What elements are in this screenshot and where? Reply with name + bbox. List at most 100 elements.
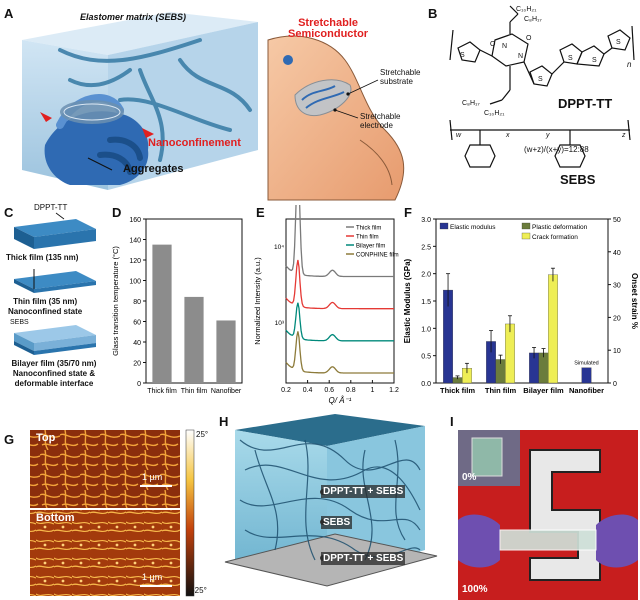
- dppt-tt-name: DPPT-TT: [558, 96, 613, 111]
- semiconductor-line1: Stretchable: [298, 17, 358, 29]
- plot-frame: [435, 218, 609, 384]
- y-axis-label: Elastic Modulus (GPa): [403, 258, 412, 343]
- series-line-bilayer-film: [285, 302, 394, 342]
- y-tick-label: 1.5: [421, 299, 431, 306]
- panel-label-g: G: [4, 432, 15, 447]
- y-tick-label: 0: [137, 381, 141, 388]
- series-line-thick-film: [285, 205, 394, 278]
- x-tick-label: Bilayer film: [523, 386, 564, 395]
- y-right-tick-label: 30: [613, 283, 621, 290]
- sub-c8h17-bottom: C₈H₁₇: [462, 100, 480, 107]
- finger-illustration: [267, 35, 405, 201]
- electrode-line2: electrode: [360, 121, 393, 130]
- plot-frame: [285, 218, 395, 384]
- x-tick-label: Nanofiber: [569, 386, 604, 395]
- s4: S: [592, 57, 597, 64]
- panel-a: A: [0, 0, 420, 205]
- strain-100-label: 100%: [462, 584, 488, 595]
- x-tick-label: 1: [370, 387, 374, 394]
- y-tick-label: 2.5: [421, 244, 431, 251]
- legend-swatch: [521, 232, 531, 240]
- dppt-tt-structure: [449, 5, 635, 105]
- legend-label: Plastic deformation: [532, 224, 588, 231]
- x-tick-label: Nanofiber: [211, 388, 242, 395]
- n-repeat-label: n: [627, 60, 632, 69]
- substrate-line1: Stretchable: [380, 68, 421, 77]
- y-tick-label: 140: [129, 238, 141, 245]
- sub-c10h21-top: C₁₀H₂₁: [516, 6, 537, 13]
- y-tick-label: 120: [129, 258, 141, 265]
- sebs-z: z: [622, 132, 626, 139]
- legend-label: Crack formation: [532, 234, 578, 241]
- dppt-tag: DPPT-TT: [34, 203, 68, 212]
- cbar-max-label: 25°: [196, 430, 209, 439]
- strain-0-label: 0%: [462, 472, 477, 483]
- stretched-film: [499, 529, 597, 551]
- panel-e: E 0.2 0.4 0.6 0.8 1 1.2 Thick film Thin film Bil…: [250, 205, 400, 410]
- simulated-annotation: Simulated: [574, 361, 598, 367]
- y-tick-label: 160: [129, 217, 141, 224]
- x-tick-label: Thick film: [147, 388, 177, 395]
- panel-label-e: E: [256, 205, 265, 220]
- y-right-tick-label: 10: [613, 348, 621, 355]
- y-tick-label: 80: [133, 299, 141, 306]
- sebs-structure: [449, 119, 631, 168]
- y-right-tick-label: 50: [613, 217, 621, 224]
- s5: S: [616, 39, 621, 46]
- s1: S: [460, 52, 465, 59]
- bar-plastic-deformation: [538, 352, 549, 384]
- panel-d: D 0 20 40 60 80 100 120 140 160 Thick film Thin fi…: [108, 205, 250, 410]
- legend-swatch: [439, 222, 449, 230]
- y-axis-label: Normalized Intensity (a.u.): [253, 257, 262, 345]
- aggregate-hand: [44, 94, 149, 185]
- stretched-film-photo: [458, 430, 638, 600]
- thick-film-label: Thick film (135 nm): [6, 253, 79, 262]
- s2: S: [538, 76, 543, 83]
- y-tick-label: 10³: [275, 320, 285, 327]
- sebs-name: SEBS: [560, 172, 596, 187]
- legend-label: Bilayer film: [356, 244, 385, 250]
- bar-elastic-modulus: [581, 367, 592, 384]
- sebs-tag: SEBS: [10, 319, 29, 326]
- afm-bottom-label: Bottom: [36, 512, 75, 524]
- thin-line1: Thin film (35 nm): [13, 297, 78, 306]
- y-right-axis-label: Onset strain %: [630, 273, 639, 329]
- letter-s-logo: [529, 449, 601, 581]
- network-strands: [239, 439, 421, 561]
- y-tick-label: 10⁴: [274, 244, 284, 251]
- panel-label-d: D: [112, 205, 122, 220]
- x-tick-label: Thin film: [181, 388, 208, 395]
- bilayer-film-block: [14, 325, 96, 355]
- afm-top-label: Top: [36, 432, 56, 444]
- o1: O: [490, 41, 496, 48]
- inset-film: [471, 437, 503, 477]
- sub-c8h17-top: C₈H₁₇: [524, 16, 542, 23]
- aggregates-label: Aggregates: [123, 163, 184, 175]
- x-tick-label: Thin film: [485, 386, 517, 395]
- legend-swatch: [521, 222, 531, 230]
- elastomer-label: Elastomer matrix (SEBS): [80, 12, 187, 22]
- legend-label: Thin film: [356, 235, 379, 241]
- bilayer-film-label: Bilayer film (35/70 nm) Nanoconfined sta…: [0, 359, 108, 389]
- bilayer-line2: Nanoconfined state &: [12, 369, 96, 378]
- panel-b: B S S: [420, 0, 640, 205]
- layer-mid-label: SEBS: [321, 516, 353, 529]
- bar-thick-film: [152, 244, 172, 383]
- panel-label-b: B: [428, 6, 438, 21]
- x-tick-label: 0.2: [281, 387, 291, 394]
- thick-film-block: [14, 219, 96, 249]
- chart-d-glass-transition: 0 20 40 60 80 100 120 140 160 Thick film Thin film…: [111, 217, 243, 395]
- panel-label-f: F: [404, 205, 412, 220]
- bilayer-line3: deformable interface: [14, 379, 94, 388]
- film-schematics: [14, 212, 96, 355]
- n1: N: [502, 43, 507, 50]
- y-tick-label: 0.0: [421, 381, 431, 388]
- stretchable-electrode-label: Stretchable electrode: [360, 112, 400, 130]
- bar-thin-film: [184, 296, 204, 383]
- confinement-arrows: [40, 112, 154, 138]
- afm-images: [30, 429, 195, 597]
- n2: N: [518, 53, 523, 60]
- x-tick-label: 1.2: [389, 387, 399, 394]
- legend-label: Thick film: [356, 226, 381, 232]
- x-axis-label: Q/ Å⁻¹: [329, 396, 352, 405]
